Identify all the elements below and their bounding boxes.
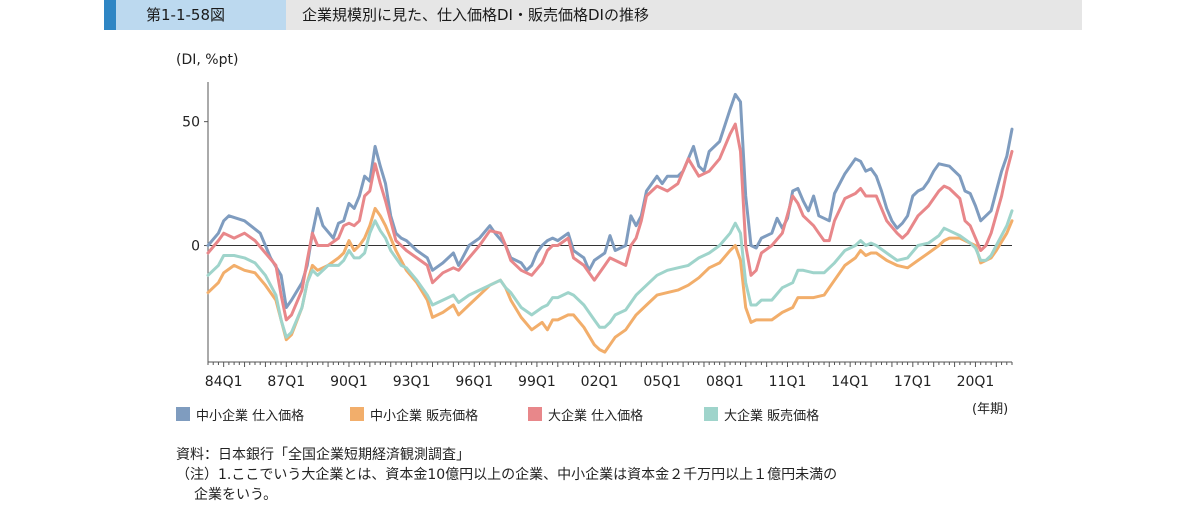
footnote-1: （注）1.ここでいう大企業とは、資本金10億円以上の企業、中小企業は資本金２千万… (176, 467, 838, 483)
x-tick-label: 90Q1 (330, 374, 368, 390)
legend-item: 大企業 仕入価格 (528, 404, 704, 424)
legend-label: 中小企業 仕入価格 (196, 408, 305, 424)
legend-swatch (704, 407, 718, 421)
x-tick-label: 84Q1 (205, 374, 243, 390)
x-tick-label: 99Q1 (518, 374, 556, 390)
series-line-4 (206, 209, 1014, 339)
legend-swatch (528, 407, 542, 421)
x-tick-label: 14Q1 (831, 374, 869, 390)
series-line-2 (206, 206, 1014, 354)
figure-title: 企業規模別に見た、仕入価格DI・販売価格DIの推移 (302, 6, 649, 24)
source-note: 資料：日本銀行「全国企業短期経済観測調査」 (176, 447, 470, 463)
legend-swatch (176, 407, 190, 421)
series-line-1 (206, 92, 1014, 309)
y-tick-label: 0 (191, 239, 200, 255)
x-tick-label: 08Q1 (706, 374, 744, 390)
legend-label: 大企業 仕入価格 (548, 408, 644, 424)
y-axis-label: (DI, %pt) (176, 52, 238, 68)
legend-label: 中小企業 販売価格 (370, 408, 479, 424)
x-tick-label: 02Q1 (581, 374, 619, 390)
x-axis-unit-label: (年期) (972, 402, 1009, 417)
legend-item: 中小企業 販売価格 (350, 404, 528, 424)
x-axis: 84Q1 87Q1 90Q1 93Q1 96Q1 99Q1 02Q1 05Q1 08Q1 11Q1… (205, 361, 1013, 390)
legend-swatch (350, 407, 364, 421)
y-axis: 0 50 (182, 82, 209, 362)
figure-number: 第1-1-58図 (116, 0, 286, 30)
x-tick-label: 17Q1 (894, 374, 932, 390)
series-lines (206, 92, 1014, 354)
x-tick-label: 93Q1 (393, 374, 431, 390)
legend-item: 中小企業 仕入価格 (176, 404, 350, 424)
figure-header: 第1-1-58図 企業規模別に見た、仕入価格DI・販売価格DIの推移 (104, 0, 1082, 30)
series-line-3 (206, 122, 1014, 322)
x-tick-label: 96Q1 (455, 374, 493, 390)
line-chart: (DI, %pt) 0 50 84Q1 87Q1 90Q1 93Q1 96Q1 99Q1 02… (176, 52, 1014, 390)
x-tick-label: 05Q1 (643, 374, 681, 390)
footnote-1-continued: 企業をいう。 (194, 487, 278, 503)
legend-label: 大企業 販売価格 (724, 408, 820, 424)
legend: 中小企業 仕入価格 中小企業 販売価格 大企業 仕入価格 大企業 販売価格 (176, 404, 884, 424)
x-tick-label: 87Q1 (267, 374, 305, 390)
header-accent-bar (104, 0, 116, 30)
notes: 資料：日本銀行「全国企業短期経済観測調査」 （注）1.ここでいう大企業とは、資本… (176, 445, 837, 505)
y-tick-label: 50 (182, 115, 200, 131)
x-tick-label: 11Q1 (769, 374, 807, 390)
x-tick-label: 20Q1 (957, 374, 995, 390)
legend-item: 大企業 販売価格 (704, 404, 884, 424)
